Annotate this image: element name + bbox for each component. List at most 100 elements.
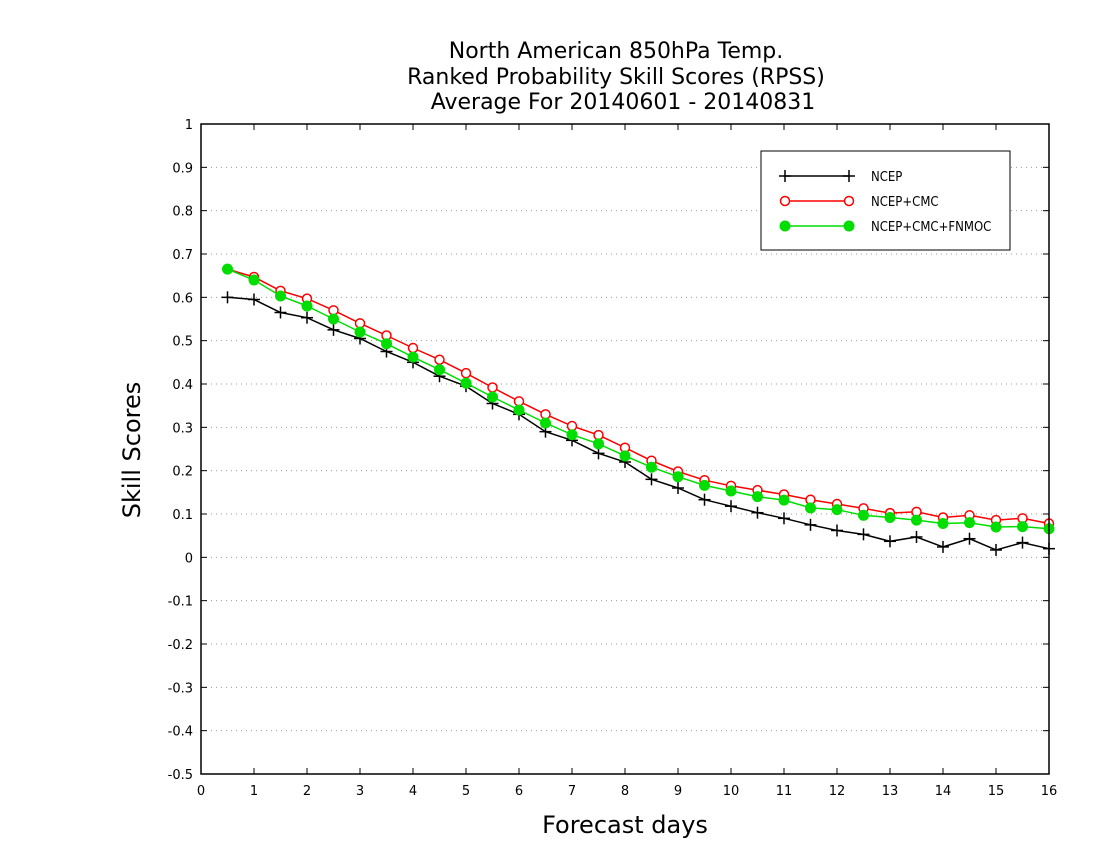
y-axis-title: Skill Scores	[118, 382, 146, 519]
legend-marker-end	[843, 195, 855, 207]
x-tick-label: 0	[197, 784, 205, 799]
data-point-ncep-cmc-fnmoc	[1017, 521, 1028, 533]
data-point-ncep	[937, 540, 949, 553]
data-point-ncep-cmc-fnmoc	[434, 364, 445, 376]
data-point-ncep-cmc	[354, 318, 366, 329]
chart-title-line-3: Average For 20140601 - 20140831	[431, 90, 816, 115]
data-point-ncep	[248, 293, 260, 306]
x-tick-label: 2	[303, 784, 311, 799]
data-point-ncep-cmc-fnmoc	[354, 326, 366, 338]
data-point-ncep	[990, 543, 1002, 556]
chart-title-line-1: North American 850hPa Temp.	[449, 39, 784, 64]
y-tick-label: 0.1	[172, 508, 193, 523]
data-point-ncep-cmc-fnmoc	[884, 511, 896, 523]
data-point-ncep-cmc	[434, 354, 445, 365]
legend-label: NCEP+CMC	[871, 195, 939, 210]
y-tick-label: 0.2	[172, 465, 193, 480]
data-point-ncep-cmc-fnmoc	[858, 509, 869, 521]
data-point-ncep-cmc-fnmoc	[407, 351, 419, 363]
data-point-ncep-cmc-fnmoc	[248, 274, 260, 286]
x-tick-label: 15	[988, 784, 1005, 799]
data-point-ncep	[645, 473, 658, 486]
data-point-ncep-cmc	[407, 342, 419, 354]
data-point-ncep-cmc-fnmoc	[487, 391, 498, 403]
data-point-ncep	[592, 447, 605, 460]
legend-entry-ncep: NCEP	[779, 170, 902, 185]
legend-entry-ncep-cmc-fnmoc: NCEP+CMC+FNMOC	[779, 220, 991, 235]
data-point-ncep-cmc-fnmoc	[301, 300, 313, 312]
series-line-ncep-cmc	[227, 268, 1050, 525]
data-point-ncep	[672, 482, 684, 494]
y-tick-label: 0.7	[172, 248, 193, 263]
data-point-ncep-cmc-fnmoc	[831, 504, 843, 516]
data-point-ncep	[857, 528, 870, 541]
data-point-ncep-cmc	[540, 409, 551, 420]
series-ncep	[221, 291, 1055, 556]
y-tick-label: -0.4	[168, 725, 193, 740]
data-point-ncep	[327, 323, 340, 336]
data-point-ncep-cmc-fnmoc	[460, 377, 472, 389]
y-tick-label: 0.4	[172, 378, 193, 393]
x-tick-label: 10	[723, 784, 740, 799]
series-line-ncep-cmc-fnmoc	[227, 268, 1050, 530]
data-point-ncep-cmc-fnmoc	[540, 417, 551, 429]
data-point-ncep-cmc-fnmoc	[566, 429, 578, 441]
data-point-ncep	[725, 500, 737, 513]
x-tick-label: 12	[829, 784, 846, 799]
x-tick-label: 4	[409, 784, 417, 799]
x-tick-label: 11	[776, 784, 793, 799]
legend-marker-start	[779, 170, 791, 182]
data-point-ncep	[910, 530, 923, 543]
data-point-ncep	[831, 524, 843, 537]
legend-entry-ncep-cmc: NCEP+CMC	[779, 195, 939, 210]
data-point-ncep-cmc-fnmoc	[752, 491, 763, 503]
data-point-ncep-cmc-fnmoc	[222, 263, 233, 275]
series-ncep-cmc	[222, 263, 1055, 529]
data-point-ncep-cmc-fnmoc	[275, 290, 286, 302]
y-tick-label: 0.3	[172, 421, 193, 436]
x-tick-label: 9	[674, 784, 682, 799]
x-axis-title: Forecast days	[542, 811, 708, 839]
data-point-ncep-cmc-fnmoc	[381, 338, 392, 350]
data-point-ncep-cmc	[328, 305, 339, 316]
data-point-ncep-cmc-fnmoc	[725, 485, 737, 497]
ticks: -0.5 -0.4 -0.3 -0.2 -0.1 0 0.1 0.2 0.3 0.4 0.5 0.6 0…	[168, 118, 1058, 799]
legend-label: NCEP	[871, 170, 902, 185]
data-point-ncep-cmc-fnmoc	[964, 517, 975, 529]
series-layer	[221, 263, 1055, 556]
data-point-ncep	[301, 311, 313, 324]
x-tick-label: 8	[621, 784, 629, 799]
y-tick-label: 0.6	[172, 291, 193, 306]
data-point-ncep	[221, 291, 234, 304]
y-tick-label: -0.5	[168, 768, 193, 783]
data-point-ncep	[778, 512, 790, 525]
x-tick-label: 14	[935, 784, 952, 799]
data-point-ncep	[804, 518, 817, 531]
data-point-ncep-cmc	[566, 420, 578, 432]
x-tick-label: 1	[250, 784, 258, 799]
data-point-ncep-cmc	[593, 429, 604, 441]
legend: NCEP NCEP+CMC NCEP+CMC+FNMOC	[760, 150, 1011, 251]
y-tick-label: -0.2	[168, 638, 193, 653]
data-point-ncep-cmc-fnmoc	[937, 518, 949, 530]
data-point-ncep	[751, 506, 764, 519]
y-tick-label: 0.5	[172, 335, 193, 350]
legend-marker-end	[843, 220, 855, 232]
y-tick-label: -0.1	[168, 595, 193, 610]
data-point-ncep-cmc-fnmoc	[990, 521, 1002, 533]
data-point-ncep	[963, 532, 976, 545]
series-ncep-cmc-fnmoc	[222, 263, 1055, 535]
y-tick-label: -0.3	[168, 681, 193, 696]
y-tick-label: 0.8	[172, 205, 193, 220]
legend-label: NCEP+CMC+FNMOC	[871, 220, 991, 235]
y-tick-label: 0.9	[172, 161, 193, 176]
y-tick-label: 1	[185, 118, 193, 133]
data-point-ncep-cmc-fnmoc	[672, 471, 684, 483]
data-point-ncep-cmc-fnmoc	[911, 514, 922, 526]
data-point-ncep	[274, 306, 287, 319]
data-point-ncep-cmc-fnmoc	[619, 450, 631, 462]
x-tick-label: 13	[882, 784, 899, 799]
data-point-ncep-cmc-fnmoc	[699, 479, 710, 491]
